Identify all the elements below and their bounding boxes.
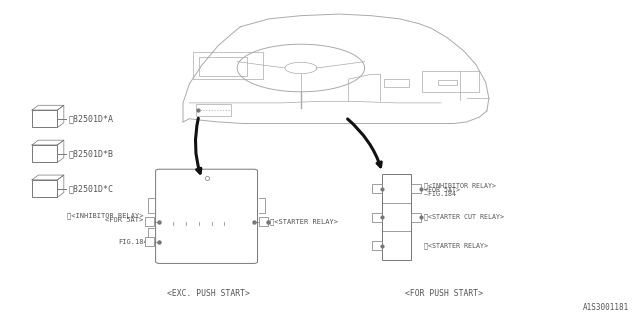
Bar xyxy=(214,213,227,220)
Text: ②<INHIBITOR RELAY>: ②<INHIBITOR RELAY> xyxy=(67,213,143,219)
Bar xyxy=(189,228,200,236)
Text: A1S3001181: A1S3001181 xyxy=(583,303,629,312)
Text: <FOR PUSH START>: <FOR PUSH START> xyxy=(405,289,483,298)
FancyBboxPatch shape xyxy=(156,169,257,263)
Bar xyxy=(411,184,421,193)
Bar xyxy=(211,211,232,222)
Bar xyxy=(166,196,247,210)
Bar xyxy=(372,213,383,221)
Bar xyxy=(166,218,177,225)
Bar xyxy=(200,218,211,225)
Bar xyxy=(235,238,246,246)
Bar xyxy=(235,249,246,256)
Text: ①82501D*A: ①82501D*A xyxy=(68,114,113,123)
Bar xyxy=(177,249,188,256)
Bar xyxy=(189,249,200,256)
Text: FIG.184: FIG.184 xyxy=(118,239,148,244)
Bar xyxy=(411,213,421,221)
Text: ―FIG.184: ―FIG.184 xyxy=(424,191,456,197)
Bar xyxy=(223,228,234,236)
Bar xyxy=(32,180,58,197)
Text: <FOR 5AT>: <FOR 5AT> xyxy=(105,217,143,223)
Bar xyxy=(212,218,223,225)
Bar xyxy=(186,178,227,183)
Bar xyxy=(200,238,211,246)
Text: ①<STARTER RELAY>: ①<STARTER RELAY> xyxy=(270,219,339,225)
Bar xyxy=(200,249,211,256)
Bar xyxy=(189,218,200,225)
Bar xyxy=(384,79,409,87)
Bar xyxy=(196,104,231,116)
Bar xyxy=(177,228,188,236)
Bar xyxy=(223,238,234,246)
Bar xyxy=(212,249,223,256)
Bar xyxy=(145,237,154,246)
Bar xyxy=(212,228,223,236)
Bar xyxy=(223,218,234,225)
Text: ③82501D*C: ③82501D*C xyxy=(68,184,113,193)
Bar xyxy=(383,174,411,260)
Text: ②<INHIBITOR RELAY>: ②<INHIBITOR RELAY> xyxy=(424,182,496,189)
Bar xyxy=(200,228,211,236)
Bar xyxy=(199,57,246,76)
Text: <FOR 5AT>: <FOR 5AT> xyxy=(424,187,460,193)
Text: ③<STARTER CUT RELAY>: ③<STARTER CUT RELAY> xyxy=(424,214,504,220)
Bar xyxy=(212,238,223,246)
Bar xyxy=(193,52,262,79)
Bar xyxy=(32,145,58,162)
Text: ②82501D*B: ②82501D*B xyxy=(68,149,113,158)
Bar xyxy=(259,217,268,226)
Bar xyxy=(372,241,383,250)
Text: ①<STARTER RELAY>: ①<STARTER RELAY> xyxy=(424,242,488,249)
Text: <EXC. PUSH START>: <EXC. PUSH START> xyxy=(167,289,250,298)
Bar xyxy=(372,184,383,193)
Bar xyxy=(189,238,200,246)
Bar xyxy=(438,80,457,84)
Bar xyxy=(166,228,177,236)
Bar xyxy=(166,238,177,246)
Bar xyxy=(32,110,58,127)
Bar xyxy=(177,238,188,246)
Bar xyxy=(166,249,177,256)
Bar xyxy=(422,71,479,92)
Bar xyxy=(223,249,234,256)
Bar xyxy=(145,217,154,226)
Bar xyxy=(177,218,188,225)
Bar xyxy=(235,228,246,236)
